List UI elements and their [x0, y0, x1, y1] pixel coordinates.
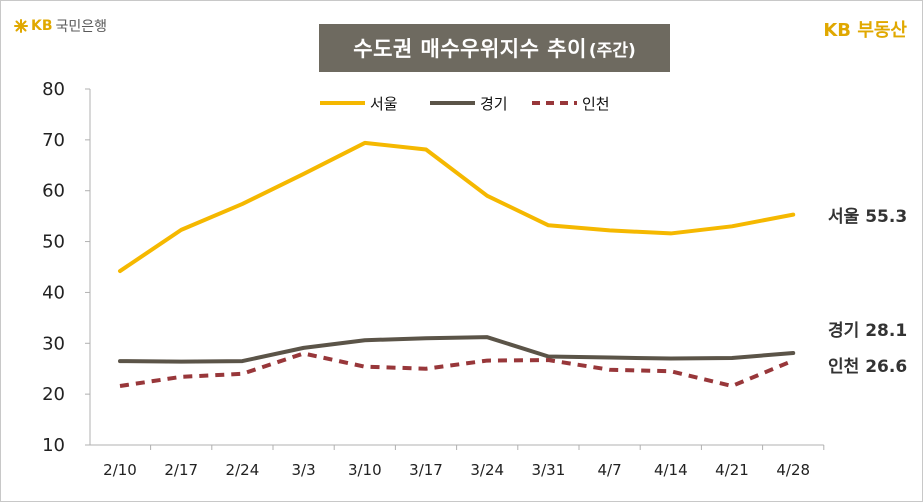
x-tick-label: 2/17: [164, 461, 198, 479]
chart-title: 수도권 매수우위지수 추이: [353, 37, 587, 61]
y-tick-label: 60: [42, 181, 65, 202]
x-tick-label: 4/28: [776, 461, 810, 479]
y-tick-label: 50: [42, 232, 65, 253]
y-tick-label: 20: [42, 384, 65, 405]
end-label-경기: 경기 28.1: [828, 321, 907, 341]
right-logo-text: 부동산: [857, 20, 907, 41]
y-tick-label: 70: [42, 130, 65, 151]
end-label-인천: 인천 26.6: [828, 357, 907, 377]
x-tick-label: 3/31: [532, 461, 566, 479]
y-tick-label: 80: [42, 79, 65, 100]
x-tick-label: 2/24: [226, 461, 260, 479]
x-tick-label: 3/10: [348, 461, 382, 479]
legend-label-경기: 경기: [480, 95, 508, 113]
series-line-경기: [118, 335, 796, 364]
x-tick-label: 4/7: [598, 461, 622, 479]
x-tick-label: 4/21: [715, 461, 749, 479]
left-logo-kb: KB: [31, 18, 53, 34]
right-logo-kb: KB: [823, 20, 852, 41]
series-line-인천: [119, 351, 794, 389]
x-tick-label: 3/24: [470, 461, 504, 479]
y-tick-label: 30: [42, 333, 65, 354]
end-label-서울: 서울 55.3: [828, 207, 907, 227]
chart-subtitle: (주간): [588, 40, 636, 61]
chart-title-box: 수도권 매수우위지수 추이 (주간): [319, 24, 670, 72]
star-logo-icon: [14, 19, 28, 33]
x-tick-label: 3/3: [292, 461, 316, 479]
x-tick-label: 2/10: [103, 461, 137, 479]
kb-real-estate-logo: KB 부동산: [823, 16, 907, 42]
left-logo-text: 국민은행: [55, 19, 108, 35]
x-tick-label: 4/14: [654, 461, 688, 479]
x-tick-label: 3/17: [409, 461, 443, 479]
y-tick-label: 40: [42, 282, 65, 303]
series-line-서울: [118, 140, 796, 274]
kb-kookmin-bank-logo: KB 국민은행: [14, 16, 107, 36]
y-tick-label: 10: [42, 435, 65, 456]
legend-label-인천: 인천: [582, 95, 610, 113]
legend-label-서울: 서울: [370, 95, 398, 113]
